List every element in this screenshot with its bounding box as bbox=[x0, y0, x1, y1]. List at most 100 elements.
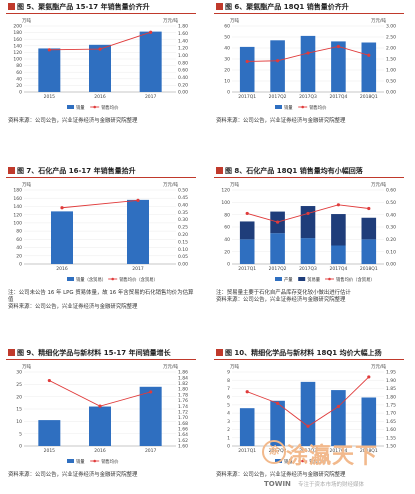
legend-swatch bbox=[93, 105, 96, 109]
x-tick-label: 2016 bbox=[94, 94, 106, 100]
y-tick-label: 4 bbox=[227, 411, 230, 417]
y2-tick-label: 0.45 bbox=[178, 195, 188, 201]
bar bbox=[270, 400, 285, 446]
y-tick-label: 100 bbox=[13, 57, 22, 63]
y-tick-label: 60 bbox=[224, 24, 230, 30]
y-tick-label: 2 bbox=[227, 427, 230, 433]
line-point bbox=[60, 206, 64, 210]
y2-tick-label: 0.50 bbox=[386, 200, 396, 206]
bar bbox=[239, 239, 255, 264]
y-tick-label: 100 bbox=[221, 200, 230, 206]
chart-panel-5: 图 9、精细化学品与新材料 15-17 年间销量增长 万吨 万元/吨 0 5 10 15 2… bbox=[6, 348, 196, 479]
bar bbox=[127, 199, 149, 264]
y-tick-label: 6 bbox=[227, 394, 230, 400]
line-point bbox=[47, 48, 51, 52]
chart-footnote: 注：贸易量主要于石化自产品库存变化较小做出进行估计 bbox=[216, 290, 351, 296]
chart-svg: 万吨 万元/吨 0 10 20 30 40 50 60 0.00 0.50 1.00 1.50 2.00 2… bbox=[224, 17, 396, 111]
x-tick-label: 2017Q4 bbox=[329, 94, 347, 100]
bar bbox=[300, 206, 316, 239]
y-tick-label: 140 bbox=[13, 204, 22, 210]
legend-label: 销售均价 bbox=[309, 458, 327, 465]
y2-tick-label: 0.00 bbox=[386, 90, 396, 96]
y2-axis-unit: 万元/吨 bbox=[371, 17, 387, 24]
line-point bbox=[367, 206, 371, 211]
line-point bbox=[276, 220, 280, 224]
bar bbox=[239, 408, 255, 446]
y2-tick-label: 0.20 bbox=[386, 237, 396, 243]
y2-tick-label: 1.20 bbox=[178, 46, 188, 52]
line-point bbox=[306, 424, 310, 428]
watermark-subtitle: 专注于资本市场的财经媒体 bbox=[298, 482, 365, 488]
source-note: 资料来源：公司公告，兴业证券经济与金融研究院整理 bbox=[8, 118, 138, 124]
bar bbox=[38, 48, 61, 92]
legend-swatch bbox=[275, 105, 282, 109]
y2-tick-label: 0.60 bbox=[386, 188, 396, 194]
x-tick-label: 2017Q2 bbox=[269, 94, 287, 100]
y2-tick-label: 1.68 bbox=[178, 421, 188, 427]
y2-tick-label: 2.00 bbox=[386, 46, 396, 52]
y-tick-label: 0 bbox=[227, 444, 230, 450]
legend-label: 销量（含贸易） bbox=[76, 276, 106, 283]
y2-tick-label: 0.10 bbox=[178, 247, 188, 253]
y-tick-label: 40 bbox=[16, 245, 22, 251]
y-tick-label: 80 bbox=[16, 229, 22, 235]
y2-tick-label: 0.00 bbox=[178, 262, 188, 268]
y2-tick-label: 0.20 bbox=[178, 232, 188, 238]
chart-panel-6: 图 10、精细化学品与新材料 18Q1 均价大幅上扬 万吨 万元/吨 0 1 2 3 4 5 6… bbox=[214, 348, 404, 479]
chart-svg: 万吨 万元/吨0204060801001201401601800.000.050.… bbox=[13, 181, 188, 283]
y2-tick-label: 1.95 bbox=[386, 370, 396, 376]
x-tick-label: 2018Q1 bbox=[360, 94, 378, 100]
y2-tick-label: 1.50 bbox=[386, 57, 396, 63]
line-point bbox=[136, 198, 140, 202]
chart-title: 图 8、石化产品 18Q1 销售量均有小幅回落 bbox=[214, 166, 404, 176]
y2-tick-label: 1.85 bbox=[386, 386, 396, 392]
y2-tick-label: 1.80 bbox=[386, 394, 396, 400]
line-point bbox=[336, 404, 340, 409]
y-tick-label: 180 bbox=[13, 30, 22, 36]
chart-panel-4: 图 8、石化产品 18Q1 销售量均有小幅回落 万吨 万元/吨 0 20 40 60 80 1… bbox=[214, 166, 404, 304]
chart-title: 图 7、石化产品 16-17 年销售量拾升 bbox=[6, 166, 196, 176]
y-axis-unit: 万吨 bbox=[22, 181, 31, 188]
y-tick-label: 80 bbox=[16, 63, 22, 69]
price-line bbox=[61, 199, 139, 209]
y-tick-label: 160 bbox=[13, 37, 22, 43]
y-axis-unit: 万吨 bbox=[230, 17, 239, 24]
title-rule bbox=[214, 13, 404, 14]
y2-tick-label: 1.62 bbox=[178, 438, 188, 444]
title-rule bbox=[214, 177, 404, 178]
y2-tick-label: 0.00 bbox=[178, 90, 188, 96]
y-tick-label: 3 bbox=[227, 419, 230, 425]
x-tick-label: 2017Q3 bbox=[299, 94, 317, 100]
chart-svg: 万吨 万元/吨 0 1 2 3 4 5 6 7 8 9 1.50 1.55 1.60 1.65 1.70 1.75… bbox=[227, 363, 396, 465]
bar bbox=[239, 46, 255, 92]
x-tick-label: 2017Q3 bbox=[299, 448, 317, 454]
y-tick-label: 20 bbox=[224, 68, 230, 74]
line-point bbox=[149, 390, 153, 394]
chart-title: 图 6、聚氨酯产品 18Q1 销售量价齐升 bbox=[214, 2, 404, 12]
bar bbox=[270, 40, 285, 92]
legend-swatch bbox=[67, 459, 74, 463]
source-note: 资料来源：公司公告，兴业证券经济与金融研究院整理 bbox=[216, 297, 346, 303]
legend-swatch bbox=[111, 277, 114, 281]
legend-label: 销售均价（含贸易） bbox=[336, 276, 375, 283]
chart-panel-3: 图 7、石化产品 16-17 年销售量拾升 万吨 万元/吨 0 20 40 60 80 100… bbox=[6, 166, 196, 311]
y-axis-unit: 万吨 bbox=[22, 363, 31, 370]
y2-tick-label: 0.35 bbox=[178, 210, 188, 216]
y-tick-label: 20 bbox=[16, 394, 22, 400]
bar bbox=[300, 35, 316, 92]
x-tick-label: 2016 bbox=[94, 448, 106, 454]
y-tick-label: 5 bbox=[227, 402, 230, 408]
chart-svg: 万吨 万元/吨 0 20 40 60 80 100 120 0.00 0.10 0.20 0.30 0.4… bbox=[221, 181, 396, 283]
y-tick-label: 0 bbox=[227, 90, 230, 96]
x-tick-label: 2017Q2 bbox=[269, 266, 287, 272]
y-tick-label: 80 bbox=[224, 212, 230, 218]
bar bbox=[139, 31, 162, 92]
legend-label: 销售均价 bbox=[101, 458, 119, 465]
title-rule bbox=[6, 177, 196, 178]
chart-title: 图 5、聚氨酯产品 15-17 年销售量价齐升 bbox=[6, 2, 196, 12]
y2-tick-label: 1.00 bbox=[386, 68, 396, 74]
line-point bbox=[98, 47, 102, 51]
y-tick-label: 30 bbox=[16, 370, 22, 376]
legend-label: 销售均价 bbox=[101, 104, 119, 111]
y2-tick-label: 1.80 bbox=[178, 387, 188, 393]
